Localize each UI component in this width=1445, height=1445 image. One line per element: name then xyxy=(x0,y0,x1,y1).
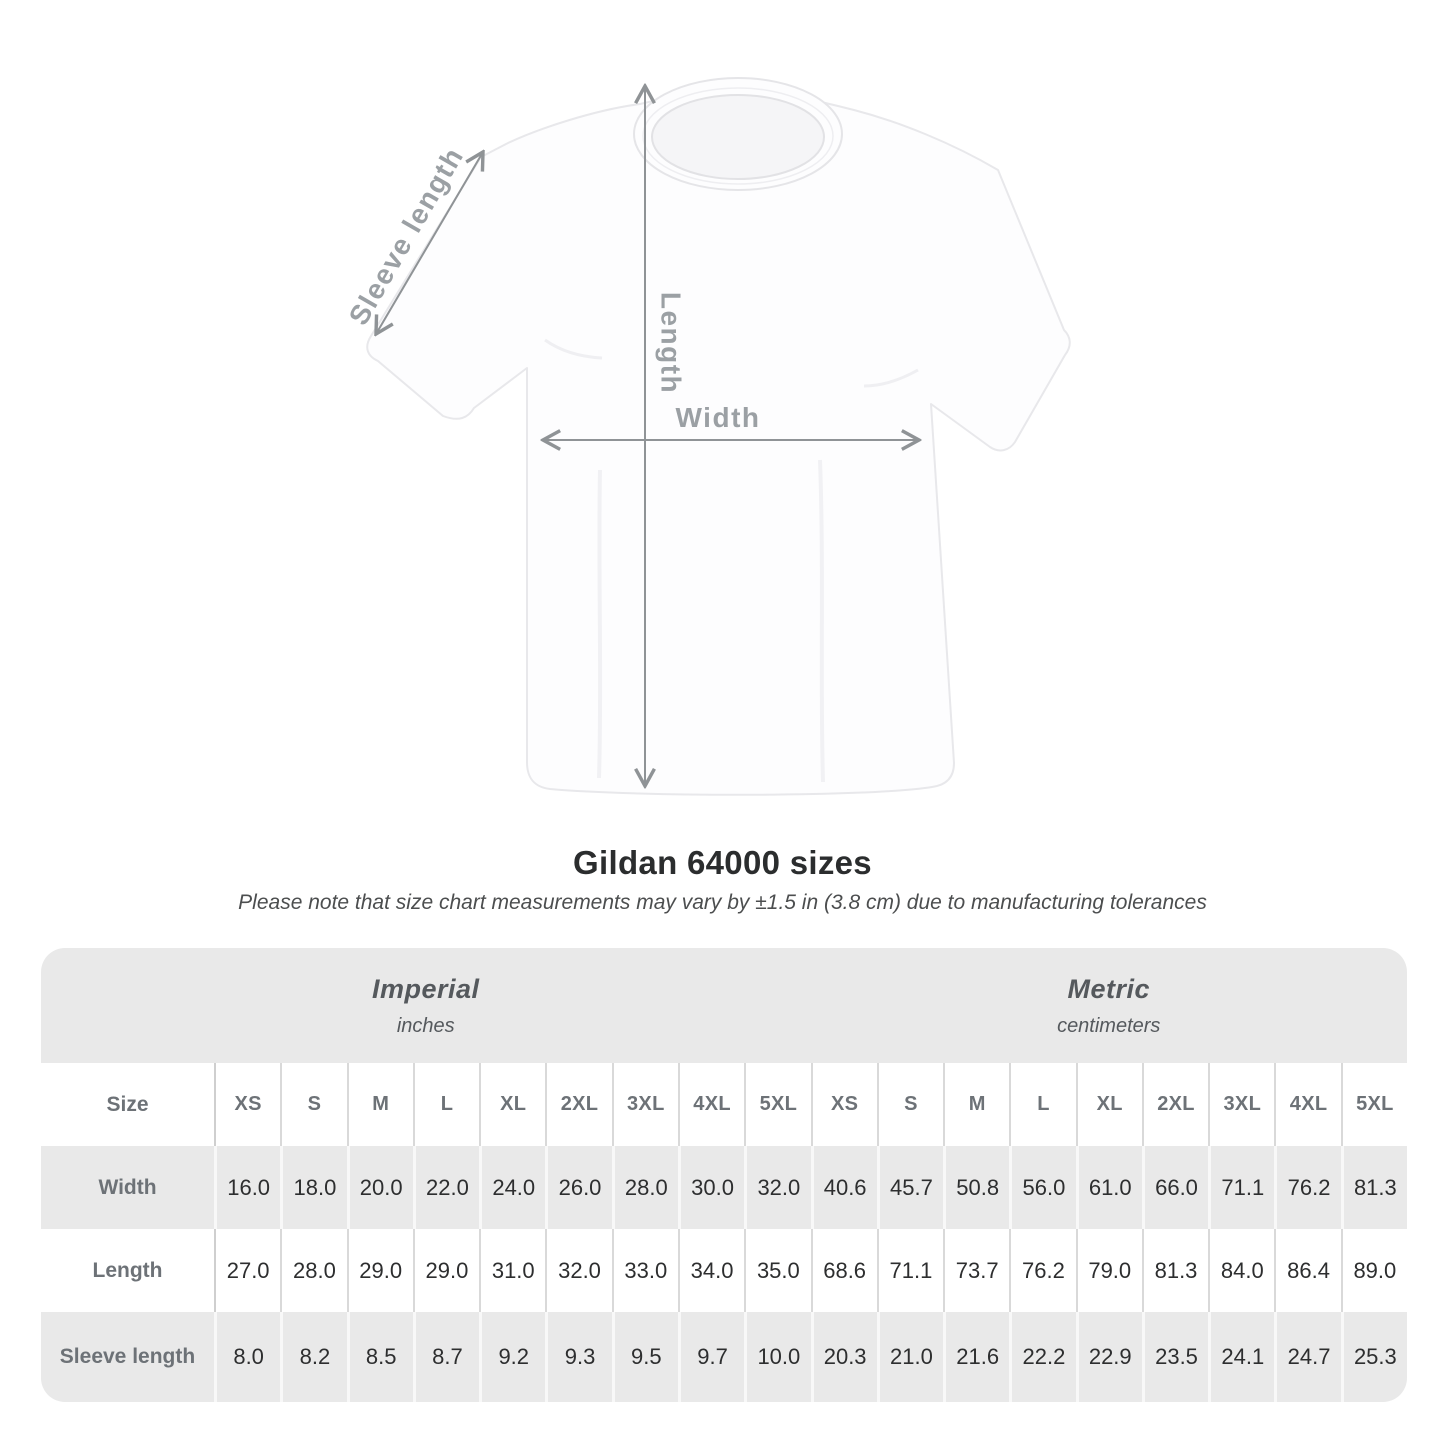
table-cell: 66.0 xyxy=(1141,1146,1208,1229)
table-cell: 16.0 xyxy=(214,1146,280,1229)
size-chart-table: Imperial inches Metric centimeters Size … xyxy=(41,948,1407,1402)
size-col-header: M xyxy=(943,1063,1009,1146)
table-row-width: Width 16.0 18.0 20.0 22.0 24.0 26.0 28.0… xyxy=(41,1146,1407,1229)
table-cell: 22.9 xyxy=(1075,1312,1142,1402)
table-cell: 71.1 xyxy=(1208,1146,1274,1229)
size-col-header: 3XL xyxy=(1208,1063,1274,1146)
table-cell: 31.0 xyxy=(479,1229,545,1312)
table-cell: 26.0 xyxy=(545,1146,611,1229)
table-cell: 84.0 xyxy=(1208,1229,1274,1312)
table-cell: 71.1 xyxy=(876,1229,943,1312)
table-cell: 21.6 xyxy=(943,1312,1009,1402)
size-col-header: M xyxy=(346,1063,413,1146)
size-col-header: 4XL xyxy=(1274,1063,1340,1146)
table-cell: 22.0 xyxy=(412,1146,479,1229)
table-row-length: Length 27.0 28.0 29.0 29.0 31.0 32.0 33.… xyxy=(41,1229,1407,1312)
table-cell: 45.7 xyxy=(876,1146,943,1229)
table-cell: 79.0 xyxy=(1075,1229,1142,1312)
table-cell: 40.6 xyxy=(810,1146,877,1229)
table-cell: 56.0 xyxy=(1009,1146,1075,1229)
table-cell: 9.5 xyxy=(611,1312,678,1402)
table-cell: 10.0 xyxy=(744,1312,810,1402)
size-col-header: S xyxy=(876,1063,943,1146)
table-cell: 9.3 xyxy=(545,1312,611,1402)
table-cell: 68.6 xyxy=(810,1229,877,1312)
imperial-group-header: Imperial inches xyxy=(41,948,811,1063)
size-col-header: S xyxy=(280,1063,346,1146)
table-cell: 30.0 xyxy=(677,1146,744,1229)
imperial-group-unit: inches xyxy=(396,1014,455,1037)
table-cell: 9.7 xyxy=(677,1312,744,1402)
size-col-header: 2XL xyxy=(1141,1063,1208,1146)
size-col-header: XL xyxy=(1075,1063,1142,1146)
page-title: Gildan 64000 sizes xyxy=(573,844,872,881)
table-cell: 8.2 xyxy=(280,1312,346,1402)
table-cell: 76.2 xyxy=(1274,1146,1340,1229)
table-cell: 34.0 xyxy=(677,1229,744,1312)
table-cell: 18.0 xyxy=(280,1146,346,1229)
table-cell: 21.0 xyxy=(876,1312,943,1402)
table-cell: 89.0 xyxy=(1340,1229,1407,1312)
size-col-header: 2XL xyxy=(545,1063,611,1146)
table-cell: 8.0 xyxy=(214,1312,280,1402)
tshirt-measurement-diagram: Sleeve length Length Width xyxy=(343,77,1071,796)
table-cell: 81.3 xyxy=(1141,1229,1208,1312)
table-cell: 28.0 xyxy=(611,1146,678,1229)
row-label: Sleeve length xyxy=(59,1345,196,1368)
table-cell: 24.0 xyxy=(479,1146,545,1229)
size-col-header: XS xyxy=(810,1063,877,1146)
size-col-header: L xyxy=(412,1063,479,1146)
metric-group-title: Metric xyxy=(1067,973,1151,1004)
row-label: Length xyxy=(92,1258,163,1282)
length-label: Length xyxy=(656,292,687,394)
table-cell: 9.2 xyxy=(479,1312,545,1402)
table-cell: 81.3 xyxy=(1340,1146,1407,1229)
table-cell: 29.0 xyxy=(412,1229,479,1312)
size-col-header: 5XL xyxy=(744,1063,810,1146)
table-cell: 32.0 xyxy=(744,1146,810,1229)
table-cell: 86.4 xyxy=(1274,1229,1340,1312)
table-group-header: Imperial inches Metric centimeters xyxy=(41,948,1407,1063)
size-col-header: 4XL xyxy=(677,1063,744,1146)
row-label: Width xyxy=(98,1175,157,1199)
table-cell: 24.7 xyxy=(1274,1312,1340,1402)
size-col-header: XS xyxy=(214,1063,280,1146)
size-col-header: 5XL xyxy=(1340,1063,1407,1146)
table-cell: 20.3 xyxy=(810,1312,877,1402)
table-cell: 76.2 xyxy=(1009,1229,1075,1312)
size-col-header: L xyxy=(1009,1063,1075,1146)
table-cell: 73.7 xyxy=(943,1229,1009,1312)
imperial-group-title: Imperial xyxy=(371,973,480,1004)
size-header-cell: Size xyxy=(106,1092,149,1116)
sleeve-length-arrow xyxy=(376,152,483,334)
tolerance-note: Please note that size chart measurements… xyxy=(238,891,1207,914)
table-cell: 25.3 xyxy=(1340,1312,1407,1402)
metric-group-unit: centimeters xyxy=(1057,1014,1161,1037)
table-cell: 8.5 xyxy=(346,1312,413,1402)
table-cell: 23.5 xyxy=(1141,1312,1208,1402)
metric-group-header: Metric centimeters xyxy=(811,948,1408,1063)
table-cell: 32.0 xyxy=(545,1229,611,1312)
table-cell: 35.0 xyxy=(744,1229,810,1312)
table-cell: 29.0 xyxy=(346,1229,413,1312)
table-cell: 28.0 xyxy=(280,1229,346,1312)
size-col-header: XL xyxy=(479,1063,545,1146)
table-cell: 33.0 xyxy=(611,1229,678,1312)
table-row-sizes: Size XS S M L XL 2XL 3XL 4XL 5XL XS S M … xyxy=(41,1063,1407,1146)
width-label: Width xyxy=(676,402,761,433)
table-cell: 22.2 xyxy=(1009,1312,1075,1402)
table-cell: 20.0 xyxy=(346,1146,413,1229)
size-col-header: 3XL xyxy=(611,1063,678,1146)
table-cell: 50.8 xyxy=(943,1146,1009,1229)
table-row-sleeve-length: Sleeve length 8.0 8.2 8.5 8.7 9.2 9.3 9.… xyxy=(41,1312,1407,1402)
tshirt-illustration xyxy=(366,77,1071,796)
table-cell: 8.7 xyxy=(412,1312,479,1402)
table-cell: 27.0 xyxy=(214,1229,280,1312)
table-cell: 24.1 xyxy=(1208,1312,1274,1402)
table-cell: 61.0 xyxy=(1075,1146,1142,1229)
